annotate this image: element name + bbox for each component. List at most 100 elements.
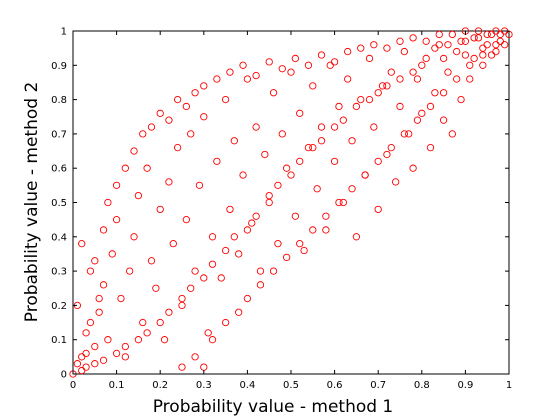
- data-point: [365, 54, 374, 63]
- data-point: [239, 171, 247, 179]
- y-tick-label: 0.7: [51, 129, 67, 140]
- plot-area: [72, 30, 510, 375]
- data-point: [208, 260, 217, 268]
- data-point: [453, 47, 461, 56]
- y-tick-label: 0.6: [51, 164, 67, 175]
- data-point: [91, 257, 99, 265]
- data-point: [322, 212, 330, 220]
- data-point: [335, 102, 343, 111]
- data-point: [82, 349, 90, 358]
- data-point: [78, 366, 86, 375]
- data-point: [243, 75, 252, 83]
- data-point: [309, 226, 317, 234]
- data-point: [104, 336, 112, 344]
- data-point: [400, 47, 409, 56]
- data-point: [187, 284, 195, 292]
- data-point: [112, 181, 121, 190]
- data-point: [239, 61, 247, 69]
- data-point: [221, 95, 230, 104]
- data-point: [439, 116, 448, 124]
- y-tick-label: 0.3: [51, 267, 67, 278]
- data-point: [431, 44, 439, 52]
- x-tick-label: 0: [70, 380, 76, 391]
- data-point: [248, 219, 256, 227]
- data-point: [121, 353, 129, 361]
- data-point: [213, 157, 221, 165]
- data-point: [291, 54, 300, 63]
- data-point: [139, 130, 147, 138]
- data-point: [252, 71, 260, 80]
- y-axis-ticks: 0 0.1 0.2 0.3 0.4 0.5 0.6 0.7 0.8 0.9 1: [51, 27, 509, 381]
- data-point: [208, 233, 217, 241]
- data-point: [383, 82, 391, 90]
- data-point: [213, 75, 221, 83]
- data-point: [444, 41, 452, 49]
- data-point: [269, 267, 278, 275]
- data-point: [391, 178, 400, 186]
- data-point: [156, 205, 164, 214]
- data-point: [265, 198, 273, 207]
- data-point: [296, 157, 304, 165]
- data-point: [165, 116, 173, 124]
- data-point: [492, 27, 500, 35]
- x-tick-label: 0.5: [283, 380, 299, 391]
- data-point: [108, 250, 116, 258]
- data-point: [156, 318, 164, 327]
- data-point: [165, 308, 173, 316]
- data-point: [453, 75, 461, 83]
- data-point: [444, 68, 452, 76]
- data-point: [169, 240, 177, 248]
- data-point: [317, 123, 326, 131]
- data-point: [339, 116, 347, 124]
- x-tick-label: 0.9: [457, 380, 473, 391]
- data-point: [296, 240, 304, 248]
- data-point: [361, 171, 369, 179]
- data-point: [291, 212, 300, 220]
- data-point: [134, 336, 143, 344]
- data-point: [431, 89, 439, 97]
- data-point: [418, 109, 426, 117]
- data-point: [330, 157, 339, 165]
- data-point: [252, 212, 260, 220]
- y-tick-label: 0.4: [51, 232, 67, 243]
- data-point: [330, 123, 339, 131]
- data-point: [413, 75, 422, 83]
- data-point: [278, 65, 286, 73]
- data-point: [378, 82, 387, 90]
- data-point: [265, 191, 273, 200]
- data-point: [261, 150, 269, 159]
- data-point: [479, 61, 487, 69]
- data-point: [195, 181, 204, 190]
- data-point: [86, 267, 95, 275]
- data-point: [126, 267, 134, 275]
- data-point: [191, 89, 199, 97]
- data-point: [457, 37, 465, 45]
- data-point: [396, 75, 404, 83]
- data-point: [200, 274, 208, 282]
- data-point: [156, 109, 164, 117]
- data-point: [448, 130, 456, 138]
- data-point: [143, 329, 151, 337]
- data-point: [178, 301, 186, 310]
- data-point: [99, 226, 108, 234]
- data-point: [235, 250, 243, 258]
- data-point: [479, 44, 487, 52]
- data-point: [217, 274, 225, 282]
- data-point: [500, 41, 509, 49]
- data-point: [317, 137, 326, 145]
- data-point: [309, 82, 317, 90]
- data-point: [457, 95, 465, 104]
- data-point: [221, 246, 230, 255]
- data-point: [374, 157, 382, 165]
- data-point: [300, 246, 308, 255]
- data-point: [95, 308, 103, 316]
- y-tick-label: 1: [61, 27, 67, 38]
- data-point: [230, 233, 238, 241]
- data-point: [130, 147, 138, 155]
- data-point: [287, 68, 295, 76]
- data-point: [95, 294, 103, 303]
- data-point: [387, 68, 395, 76]
- data-point: [396, 37, 404, 45]
- data-point: [204, 329, 212, 337]
- data-point: [330, 58, 339, 66]
